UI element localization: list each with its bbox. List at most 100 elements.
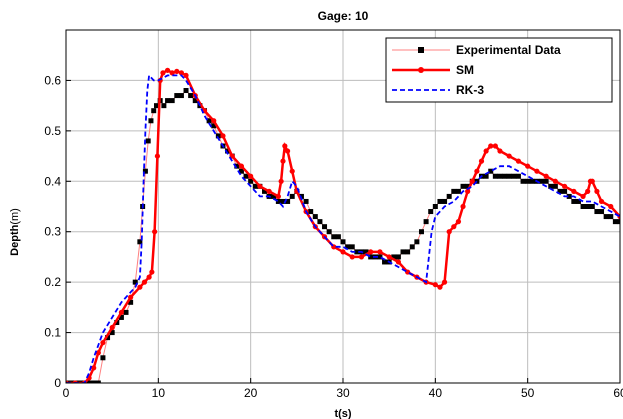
data-point <box>469 178 475 184</box>
data-point <box>148 118 154 124</box>
data-point <box>358 254 365 260</box>
data-point <box>506 173 512 179</box>
data-point <box>460 203 466 210</box>
data-point <box>243 173 249 179</box>
data-point <box>164 67 171 73</box>
data-point <box>455 219 462 225</box>
data-point <box>483 173 489 179</box>
data-point <box>178 93 184 99</box>
data-point <box>345 244 351 250</box>
data-point <box>141 279 148 285</box>
data-point <box>154 153 161 159</box>
data-point <box>128 299 134 305</box>
data-point <box>322 224 328 230</box>
data-point <box>160 70 166 76</box>
data-point <box>152 229 158 235</box>
y-tick-label: 0.5 <box>44 124 61 138</box>
data-point <box>548 183 554 189</box>
data-point <box>340 239 346 245</box>
data-point <box>594 188 600 194</box>
data-point <box>238 168 244 174</box>
data-point <box>442 198 448 204</box>
data-point <box>571 188 577 194</box>
data-point <box>206 118 212 124</box>
data-point <box>483 148 489 154</box>
data-point <box>465 183 471 189</box>
data-point <box>589 178 595 184</box>
data-point <box>308 209 314 215</box>
data-point <box>543 178 549 184</box>
data-point <box>571 198 577 204</box>
data-point <box>132 279 138 285</box>
data-point <box>262 188 268 194</box>
data-point <box>248 173 254 179</box>
data-point <box>183 88 189 94</box>
data-point <box>529 178 535 184</box>
data-point <box>123 309 129 315</box>
legend-item: SM <box>392 63 474 77</box>
data-point <box>423 219 429 225</box>
data-point <box>474 168 480 174</box>
data-point <box>612 219 618 225</box>
data-point <box>151 108 157 114</box>
data-point <box>234 163 240 169</box>
series-line <box>66 73 620 383</box>
data-point <box>109 330 115 336</box>
data-point <box>192 98 198 104</box>
data-point <box>95 380 101 383</box>
data-point <box>506 153 512 159</box>
legend-marker <box>418 67 424 73</box>
data-point <box>317 219 323 225</box>
data-point <box>377 254 383 260</box>
data-point <box>599 209 605 215</box>
data-point <box>278 178 284 184</box>
data-point <box>405 249 411 255</box>
data-point <box>153 103 159 109</box>
data-point <box>534 168 540 174</box>
data-point <box>603 214 609 220</box>
data-point <box>428 209 434 215</box>
legend-label: SM <box>456 63 474 77</box>
data-point <box>437 284 443 290</box>
y-tick-label: 0 <box>54 376 61 390</box>
y-tick-label: 0.3 <box>44 225 61 239</box>
data-point <box>335 234 341 240</box>
data-point <box>594 209 600 215</box>
data-point <box>451 188 457 194</box>
data-point <box>86 380 92 383</box>
legend-item: Experimental Data <box>392 43 561 57</box>
legend: Experimental Data SM RK-3 <box>385 37 613 103</box>
axis-ticks: 0 10 20 30 40 50 60 0 0.1 0.2 0.3 0.4 0.5 0.6 <box>44 73 623 400</box>
data-point <box>326 229 332 235</box>
data-point <box>220 133 226 139</box>
data-point <box>238 163 245 169</box>
data-point <box>303 198 309 204</box>
legend-label: Experimental Data <box>456 43 561 57</box>
data-point <box>497 148 503 154</box>
data-point <box>161 103 167 109</box>
data-point <box>368 254 374 260</box>
x-tick-label: 50 <box>521 386 535 400</box>
data-point <box>382 259 388 265</box>
data-point <box>465 188 471 194</box>
y-tick-label: 0.2 <box>44 275 61 289</box>
data-point <box>137 284 143 290</box>
data-point <box>142 168 148 174</box>
x-tick-label: 0 <box>63 386 70 400</box>
data-point <box>280 158 286 164</box>
data-point <box>349 244 355 250</box>
data-point <box>280 198 286 204</box>
data-point <box>497 173 503 179</box>
data-point <box>363 249 369 255</box>
data-point <box>400 249 406 255</box>
data-point <box>114 319 120 325</box>
data-point <box>395 254 401 260</box>
data-point <box>525 163 531 169</box>
data-point <box>543 173 549 179</box>
data-point <box>585 188 591 194</box>
data-point <box>460 183 466 189</box>
data-point <box>289 168 295 174</box>
data-point <box>562 183 568 189</box>
y-axis-label: Depth(m) <box>9 208 21 256</box>
